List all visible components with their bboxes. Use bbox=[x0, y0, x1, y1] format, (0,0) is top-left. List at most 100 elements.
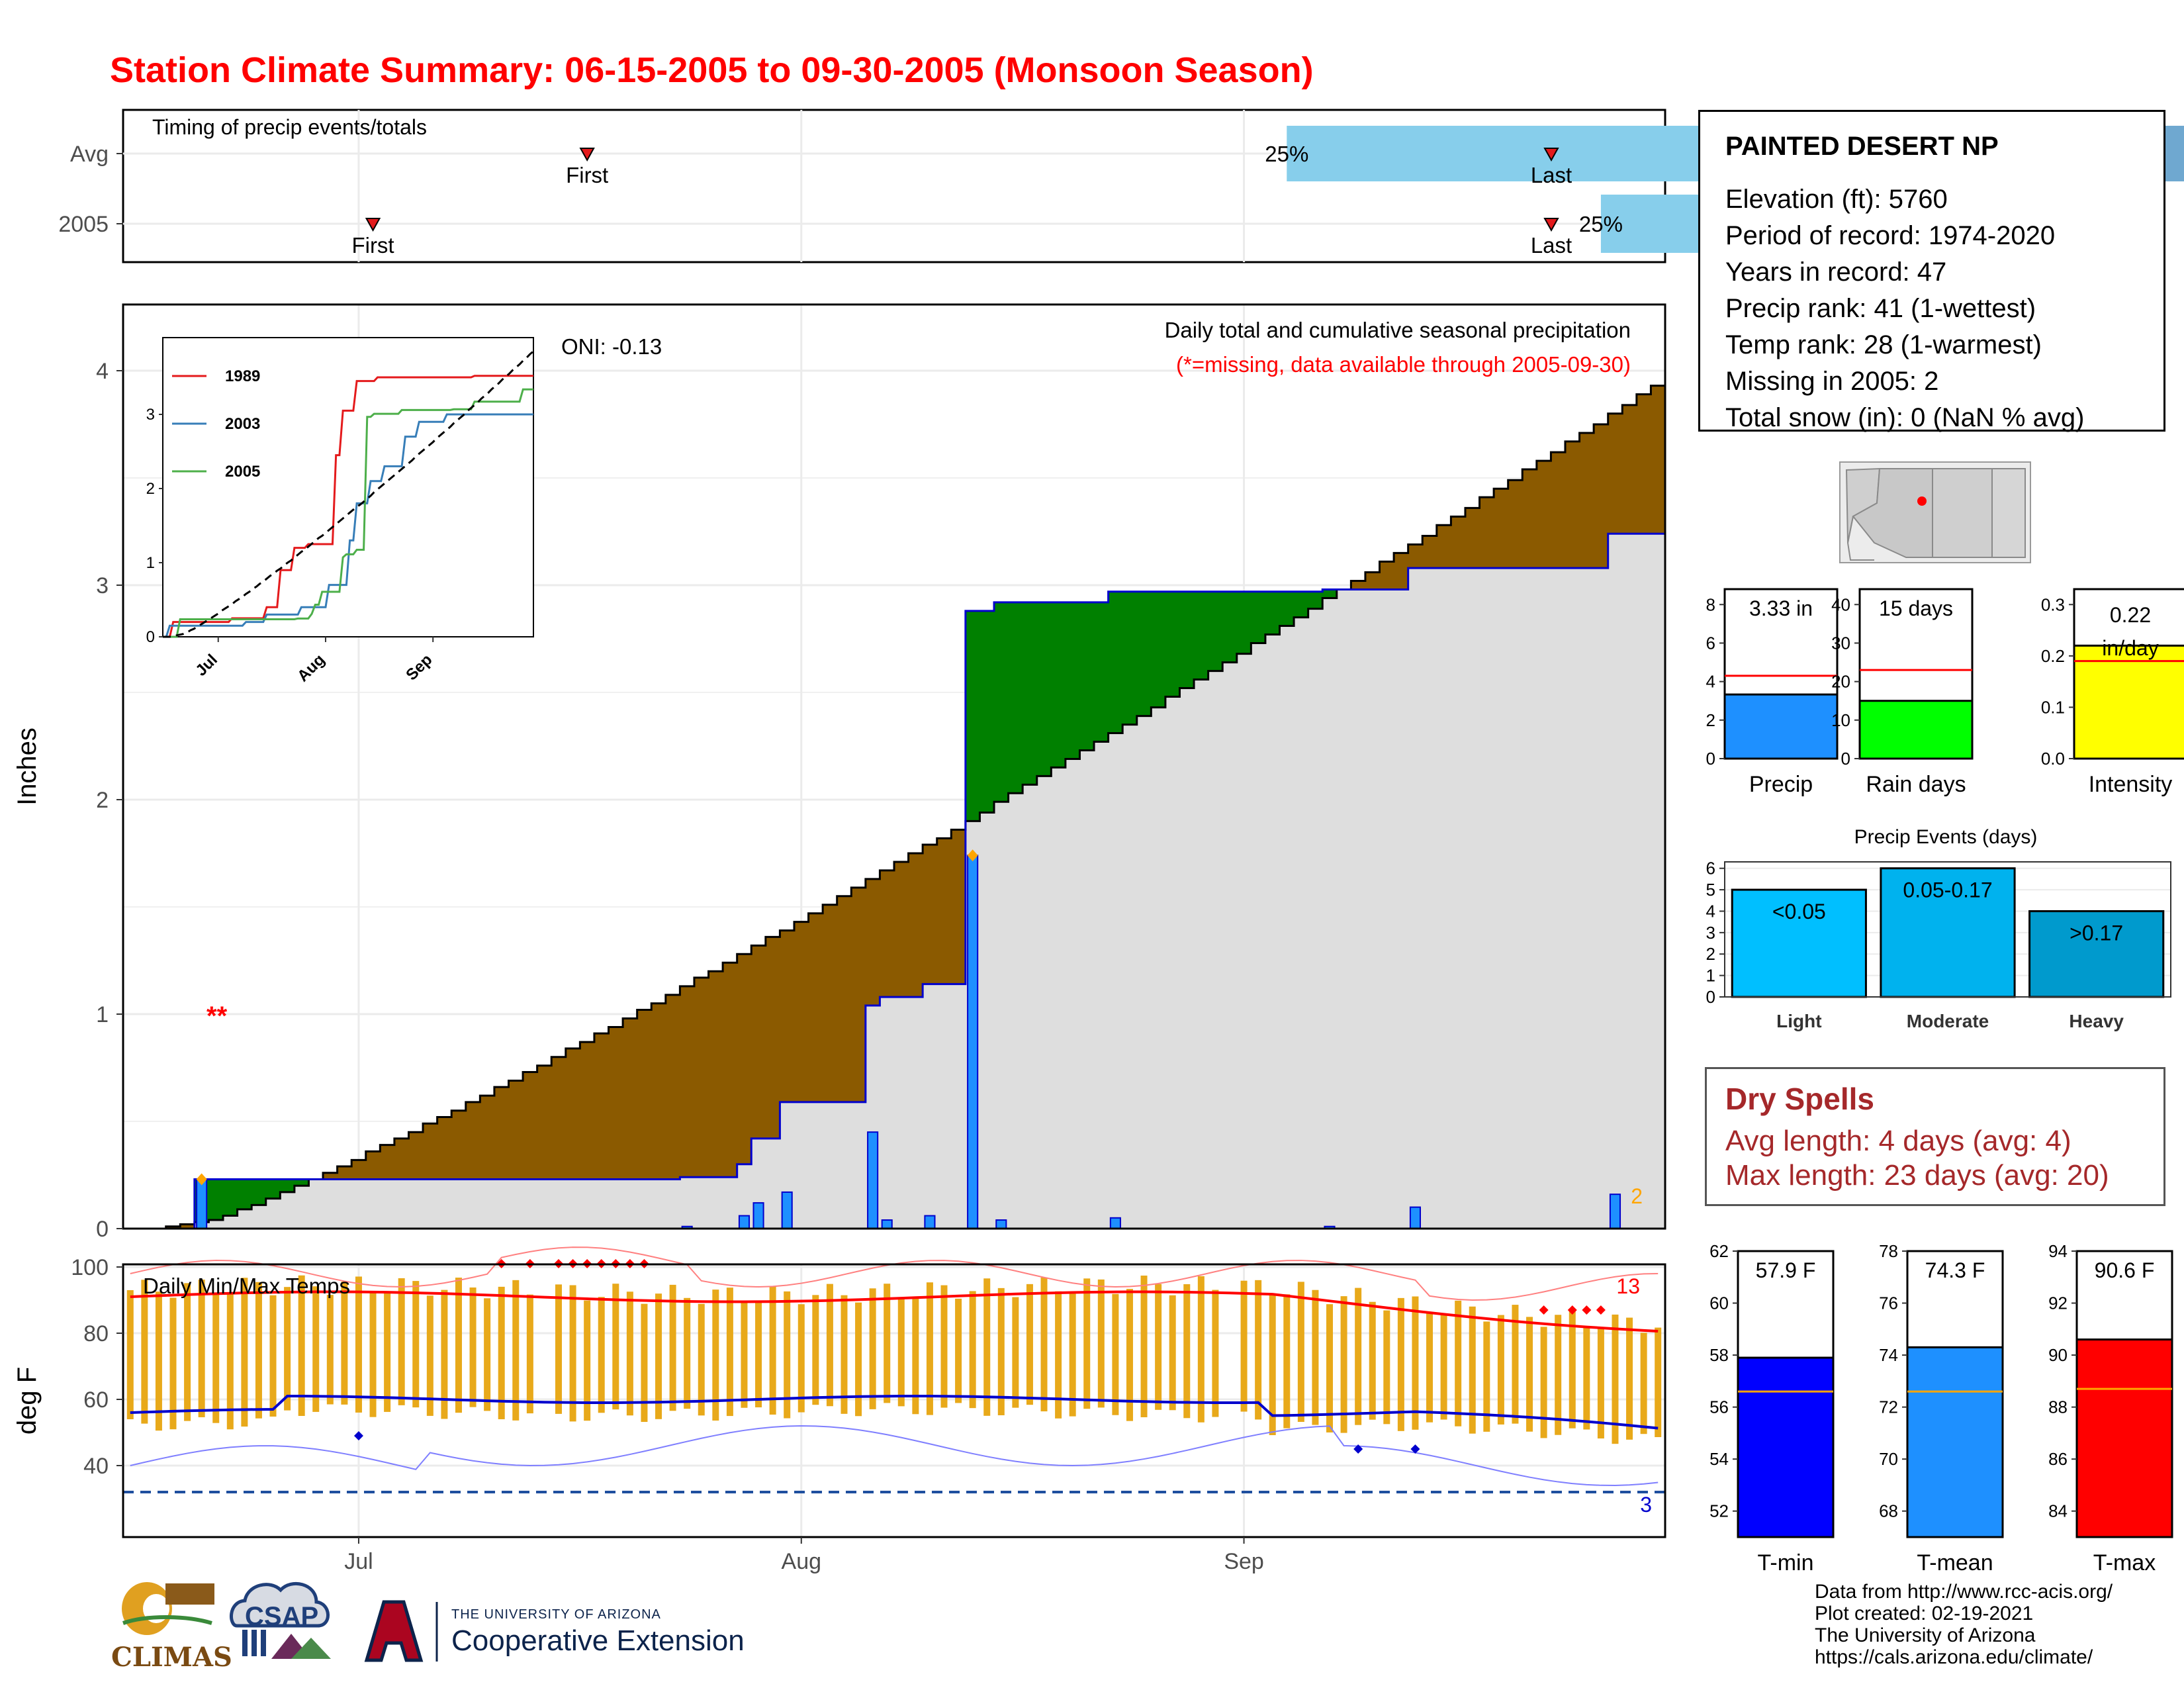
daily-precip-bar bbox=[867, 1131, 879, 1229]
daily-precip-bar bbox=[967, 855, 979, 1229]
missing-marker: ** bbox=[206, 1002, 228, 1031]
tmean-y-tick-label: 76 bbox=[1879, 1293, 1898, 1313]
climas-logo bbox=[122, 1582, 214, 1635]
intensity-y-tick-label: 0.0 bbox=[2041, 749, 2065, 769]
tmax-y-tick-label: 90 bbox=[2048, 1345, 2068, 1365]
timing-label: Timing of precip events/totals bbox=[152, 115, 427, 139]
precip-subheader: (*=missing, data available through 2005-… bbox=[1176, 352, 1631, 377]
station-name: PAINTED DESERT NP bbox=[1725, 132, 1999, 161]
x-tick-label: Sep bbox=[1224, 1549, 1264, 1574]
timing-last-marker bbox=[1543, 148, 1559, 162]
daily-temp-bar bbox=[841, 1295, 848, 1414]
daily-temp-bar bbox=[341, 1282, 348, 1405]
precip-y-tick-label: 0 bbox=[1706, 749, 1715, 769]
daily-temp-bar bbox=[784, 1291, 791, 1419]
daily-temp-bar bbox=[412, 1281, 420, 1408]
info-period: Period of record: 1974-2020 bbox=[1725, 221, 2056, 250]
daily-temp-bar bbox=[1097, 1279, 1105, 1408]
tmax-y-tick-label: 84 bbox=[2048, 1501, 2068, 1521]
daily-temp-bar bbox=[997, 1288, 1005, 1415]
info-snow: Total snow (in): 0 (NaN % avg) bbox=[1725, 403, 2085, 432]
daily-temp-bar bbox=[155, 1291, 162, 1431]
raindays-y-tick-label: 0 bbox=[1841, 749, 1850, 769]
timing-last-label: Last bbox=[1531, 163, 1572, 187]
station-info-box: PAINTED DESERT NP Elevation (ft): 5760 P… bbox=[1698, 110, 2165, 432]
daily-precip-bar bbox=[1109, 1217, 1121, 1230]
daily-temp-bar bbox=[869, 1288, 876, 1409]
credits: Data from http://www.rcc-acis.org/ Plot … bbox=[1815, 1581, 2113, 1668]
raindays-y-tick-label: 20 bbox=[1831, 672, 1850, 692]
daily-temp-bar bbox=[598, 1297, 605, 1413]
daily-temp-bar bbox=[983, 1278, 991, 1416]
inset-y-tick-label: 2 bbox=[146, 480, 155, 498]
tmax-bar bbox=[2075, 1338, 2173, 1538]
timing-row-label: Avg bbox=[70, 142, 109, 167]
daily-temp-bar bbox=[1455, 1300, 1462, 1427]
daily-temp-bar bbox=[569, 1285, 576, 1422]
timing-last-marker bbox=[1543, 218, 1559, 232]
tmax-y-tick-label: 92 bbox=[2048, 1293, 2068, 1313]
dry-spells-box: Dry Spells Avg length: 4 days (avg: 4) M… bbox=[1705, 1067, 2165, 1206]
temp-ylabel: deg F bbox=[13, 1367, 42, 1434]
tmean-y-tick-label: 78 bbox=[1879, 1241, 1898, 1261]
inset-series-1989 bbox=[163, 375, 533, 638]
info-elevation: Elevation (ft): 5760 bbox=[1725, 185, 1948, 214]
precip-panel: 0 1 2 3 4 Inches Daily total and cumulative … bbox=[13, 303, 1666, 1242]
timing-25-label: 25% bbox=[1265, 142, 1308, 166]
events-bar-light bbox=[1731, 888, 1867, 998]
daily-temp-bar bbox=[1183, 1284, 1191, 1419]
daily-temp-bar bbox=[1383, 1310, 1390, 1425]
daily-temp-bar bbox=[1040, 1277, 1048, 1412]
daily-temp-bar bbox=[484, 1298, 491, 1411]
tmean-value-label: 74.3 F bbox=[1925, 1258, 1985, 1282]
timing-first-marker bbox=[579, 148, 595, 162]
y-tick-label: 0 bbox=[96, 1217, 109, 1242]
timing-last-label: Last bbox=[1531, 233, 1572, 258]
daily-temp-bar bbox=[455, 1278, 462, 1413]
events-x-label: Light bbox=[1776, 1011, 1821, 1031]
daily-temp-bar bbox=[555, 1284, 563, 1414]
temp-y-tick-label: 100 bbox=[71, 1255, 109, 1280]
info-years: Years in record: 47 bbox=[1725, 258, 1947, 287]
temp-y-tick-label: 60 bbox=[83, 1387, 109, 1413]
daily-temp-bar bbox=[326, 1295, 334, 1405]
record-high-marker bbox=[1567, 1305, 1577, 1315]
tmax-x-label: T-max bbox=[2093, 1550, 2156, 1575]
inset-y-tick-label: 3 bbox=[146, 406, 155, 424]
page-title: Station Climate Summary: 06-15-2005 to 0… bbox=[110, 50, 1314, 90]
tmin-y-tick-label: 52 bbox=[1709, 1501, 1729, 1521]
raindays-y-tick-label: 30 bbox=[1831, 633, 1850, 653]
missing-count: 2 bbox=[1631, 1184, 1643, 1208]
daily-temp-bar bbox=[1126, 1289, 1133, 1421]
climas-logo-text: CLIMAS bbox=[111, 1642, 232, 1673]
daily-temp-bar bbox=[212, 1293, 220, 1423]
daily-temp-bar bbox=[1355, 1288, 1362, 1425]
daily-temp-bar bbox=[226, 1293, 234, 1430]
y-tick-label: 4 bbox=[96, 359, 109, 384]
daily-temp-bar bbox=[1397, 1297, 1404, 1431]
daily-temp-bar bbox=[369, 1291, 377, 1417]
daily-temp-bar bbox=[255, 1282, 262, 1419]
daily-temp-bar bbox=[698, 1303, 705, 1416]
events-bar-heavy bbox=[2028, 910, 2165, 998]
daily-temp-bar bbox=[1312, 1289, 1319, 1425]
daily-temp-bar bbox=[1640, 1333, 1647, 1434]
events-bar-label: >0.17 bbox=[2070, 921, 2123, 945]
daily-temp-bar bbox=[1597, 1329, 1604, 1439]
precip-ylabel: Inches bbox=[13, 727, 42, 806]
daily-precip-bar bbox=[1409, 1206, 1422, 1229]
daily-temp-bar bbox=[426, 1295, 433, 1416]
daily-temp-bar bbox=[1255, 1280, 1262, 1420]
inset-y-tick-label: 1 bbox=[146, 554, 155, 572]
y-tick-label: 1 bbox=[96, 1002, 109, 1027]
events-y-tick-label: 6 bbox=[1706, 859, 1715, 878]
tmin-bar bbox=[1737, 1356, 1835, 1538]
daily-temp-bar bbox=[897, 1297, 905, 1407]
x-tick-label: Aug bbox=[782, 1549, 822, 1574]
daily-temp-bar bbox=[1483, 1321, 1490, 1432]
events-title: Precip Events (days) bbox=[1854, 826, 2038, 848]
daily-temp-bar bbox=[684, 1297, 691, 1409]
daily-temp-bar bbox=[1569, 1310, 1576, 1429]
daily-temp-bar bbox=[1626, 1317, 1633, 1440]
info-temp-rank: Temp rank: 28 (1-warmest) bbox=[1725, 330, 2042, 359]
